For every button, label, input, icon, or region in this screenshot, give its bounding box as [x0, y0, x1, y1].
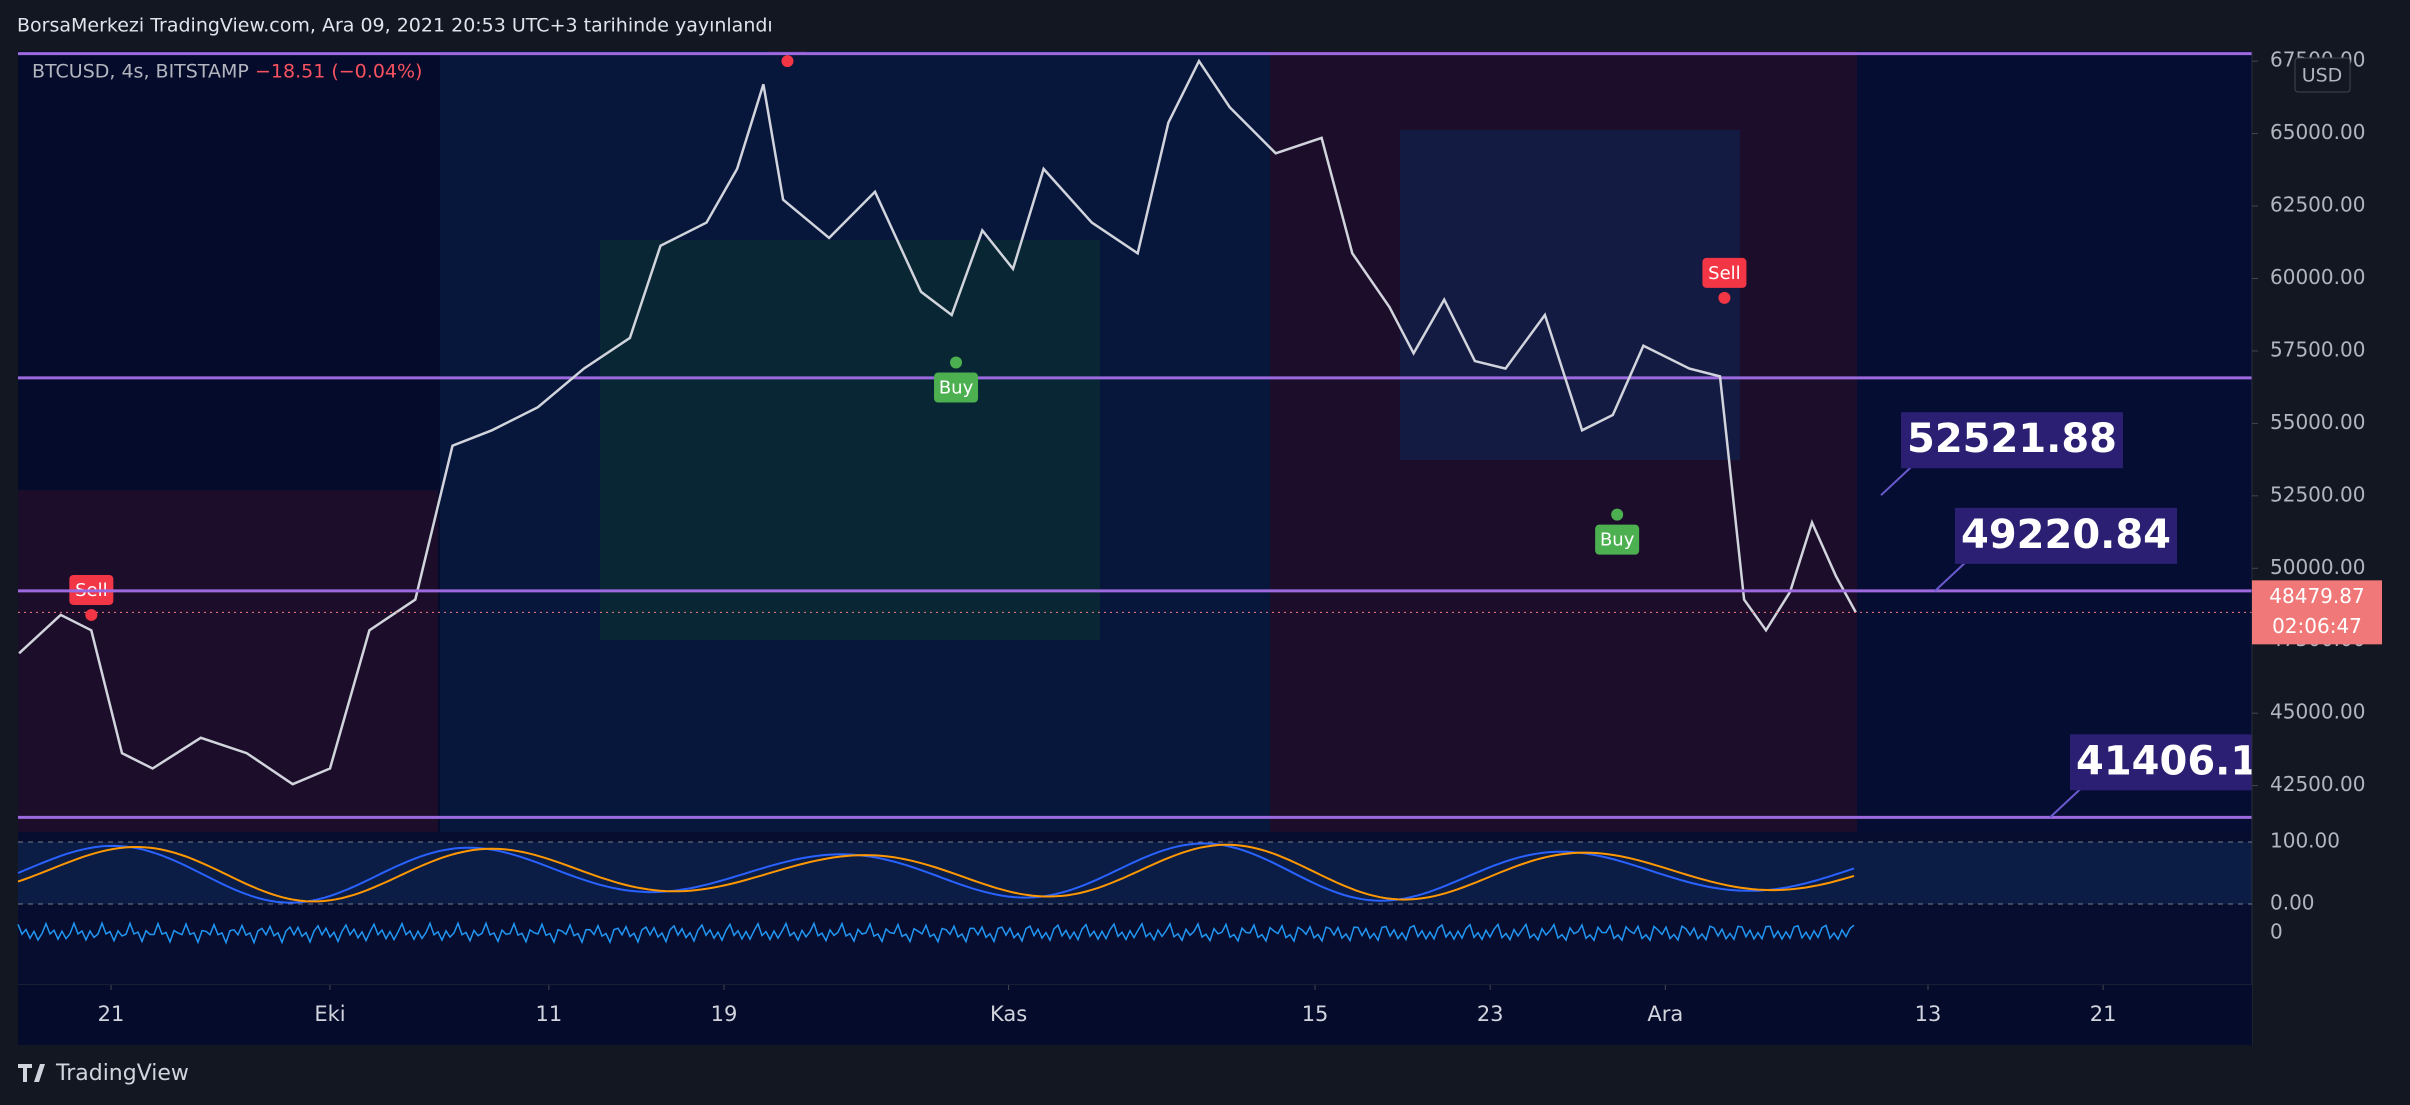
oscillator-decoration: [17, 843, 1855, 903]
callout-box: [1955, 507, 2177, 564]
y-tick-label: 57500.00: [2270, 337, 2365, 361]
x-tick-label: 21: [2090, 1002, 2117, 1026]
symbol-info: BTCUSD, 4s, BITSTAMP: [32, 61, 249, 83]
signal-label: Sell: [1708, 263, 1741, 284]
y-tick-label: 65000.00: [2270, 120, 2365, 144]
countdown-label: 02:06:47: [2272, 614, 2362, 638]
y-tick-label: 60000.00: [2270, 265, 2365, 289]
publish-title: BorsaMerkezi TradingView.com, Ara 09, 20…: [17, 15, 773, 37]
signal-box: [1595, 524, 1640, 555]
x-tick-label: 11: [535, 1002, 562, 1026]
callout-label: 41406.14: [2076, 738, 2286, 784]
y-tick-label: 42500.00: [2270, 772, 2365, 796]
osc2-tick-label: 0: [2270, 920, 2283, 944]
main-plot: SellSellBuyBuySell52521.8849220.8441406.…: [18, 51, 2286, 819]
cloud-shading: [18, 51, 1857, 832]
last-price-tag: [2252, 580, 2382, 645]
oscillator-decoration: [17, 842, 1855, 904]
currency-label: USD: [2302, 65, 2343, 87]
osc-tick-label: 0.00: [2270, 891, 2315, 915]
y-tick-label: 55000.00: [2270, 410, 2365, 434]
signal-dot: [1718, 291, 1731, 304]
price-change: −18.51 (−0.04%): [255, 61, 422, 83]
x-tick-label: 19: [711, 1002, 738, 1026]
signal-label: Buy: [1600, 530, 1635, 551]
signal-dot: [950, 356, 963, 369]
x-tick-label: 23: [1477, 1002, 1504, 1026]
last-price-label: 48479.87: [2269, 584, 2364, 608]
y-tick-label: 45000.00: [2270, 700, 2365, 724]
cloud: [440, 51, 1270, 832]
callout-box: [1901, 412, 2123, 469]
signal-box: [934, 372, 979, 403]
x-tick-label: Eki: [314, 1002, 345, 1026]
cloud: [18, 490, 438, 832]
x-tick-label: 13: [1915, 1002, 1942, 1026]
brand-logo: TradingView: [18, 1061, 189, 1086]
callout-pointer: [2049, 788, 2081, 819]
signal-dot: [85, 608, 98, 621]
signal-label: Buy: [939, 378, 974, 399]
osc-tick-label: 100.00: [2270, 828, 2340, 852]
cloud: [600, 240, 1100, 640]
oscillator-decoration: [17, 921, 1855, 945]
oscillator-plot: [17, 842, 1855, 945]
y-tick-label: 62500.00: [2270, 193, 2365, 217]
x-tick-label: 15: [1302, 1002, 1329, 1026]
price-line: [18, 58, 1857, 786]
callout-pointer: [1880, 466, 1912, 496]
x-tick-label: Kas: [990, 1002, 1027, 1026]
callout-label: 49220.84: [1961, 512, 2171, 558]
y-tick-label: 52500.00: [2270, 482, 2365, 506]
signal-dot: [1611, 508, 1624, 521]
y-tick-label: 50000.00: [2270, 555, 2365, 579]
signal-box: [1702, 257, 1747, 288]
brand-name: TradingView: [55, 1061, 189, 1086]
currency-box: [2294, 57, 2351, 93]
signal-dot: [781, 55, 794, 68]
signal-box: [768, 51, 807, 52]
x-tick-label: Ara: [1647, 1002, 1683, 1026]
callout-box: [2070, 734, 2252, 791]
time-axis: [18, 985, 2252, 1045]
x-tick-label: 21: [98, 1002, 125, 1026]
cloud: [1400, 130, 1740, 460]
logo-icon: [18, 1064, 45, 1082]
callout-pointer: [1934, 562, 1966, 592]
callout-label: 52521.88: [1907, 416, 2117, 462]
